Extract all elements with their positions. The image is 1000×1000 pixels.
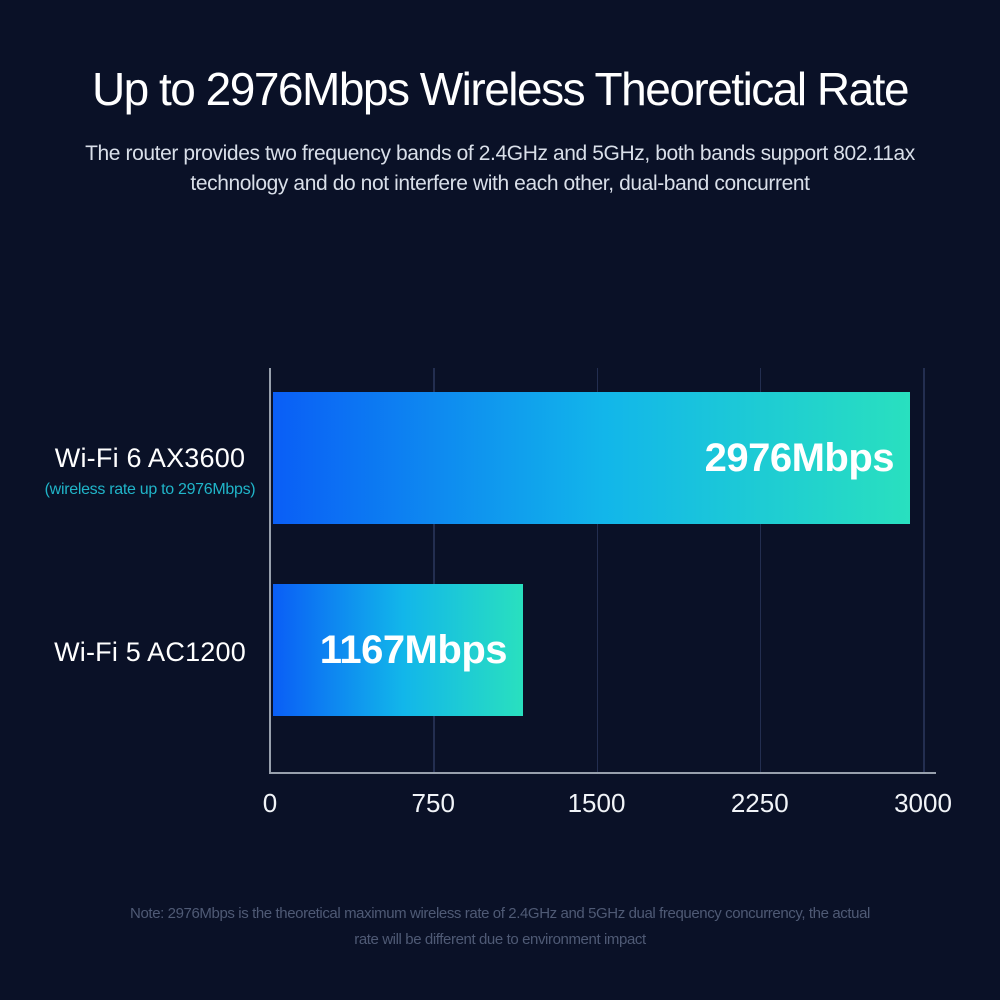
x-tick-label-0: 0 [262, 788, 278, 818]
y-axis-line [269, 368, 271, 774]
bar-2: 1167Mbps [273, 584, 523, 716]
page-subtitle: The router provides two frequency bands … [0, 139, 1000, 199]
category-label-1: Wi-Fi 6 AX3600 [54, 443, 246, 473]
x-axis-line [269, 772, 936, 774]
gridline-3000 [923, 368, 925, 772]
page-title: Up to 2976Mbps Wireless Theoretical Rate [91, 63, 910, 115]
category-sublabel-1: (wireless rate up to 2976Mbps) [44, 481, 256, 498]
gridline-1500 [596, 368, 598, 772]
gridline-2250 [759, 368, 762, 772]
bar-1: 2976Mbps [273, 392, 910, 524]
footnote: Note: 2976Mbps is the theoretical maximu… [0, 901, 1000, 953]
footnote-line-1: Note: 2976Mbps is the theoretical maximu… [130, 905, 870, 922]
subtitle-line-2: technology and do not interfere with eac… [190, 172, 810, 195]
bar-value-label-2: 1167Mbps [319, 627, 508, 672]
x-tick-label-1500: 1500 [567, 788, 626, 818]
bar-value-label-1: 2976Mbps [704, 435, 895, 480]
x-tick-label-750: 750 [411, 788, 455, 818]
category-block-1: Wi-Fi 6 AX3600 (wireless rate up to 2976M… [15, 443, 285, 500]
category-label-2: Wi-Fi 5 AC1200 [54, 637, 246, 667]
gridline-750 [433, 368, 435, 772]
category-block-2: Wi-Fi 5 AC1200 [15, 637, 285, 667]
footnote-line-2: rate will be different due to environmen… [354, 931, 646, 948]
x-tick-label-2250: 2250 [730, 788, 789, 818]
subtitle-line-1: The router provides two frequency bands … [85, 142, 915, 165]
x-tick-label-3000: 3000 [894, 788, 952, 818]
